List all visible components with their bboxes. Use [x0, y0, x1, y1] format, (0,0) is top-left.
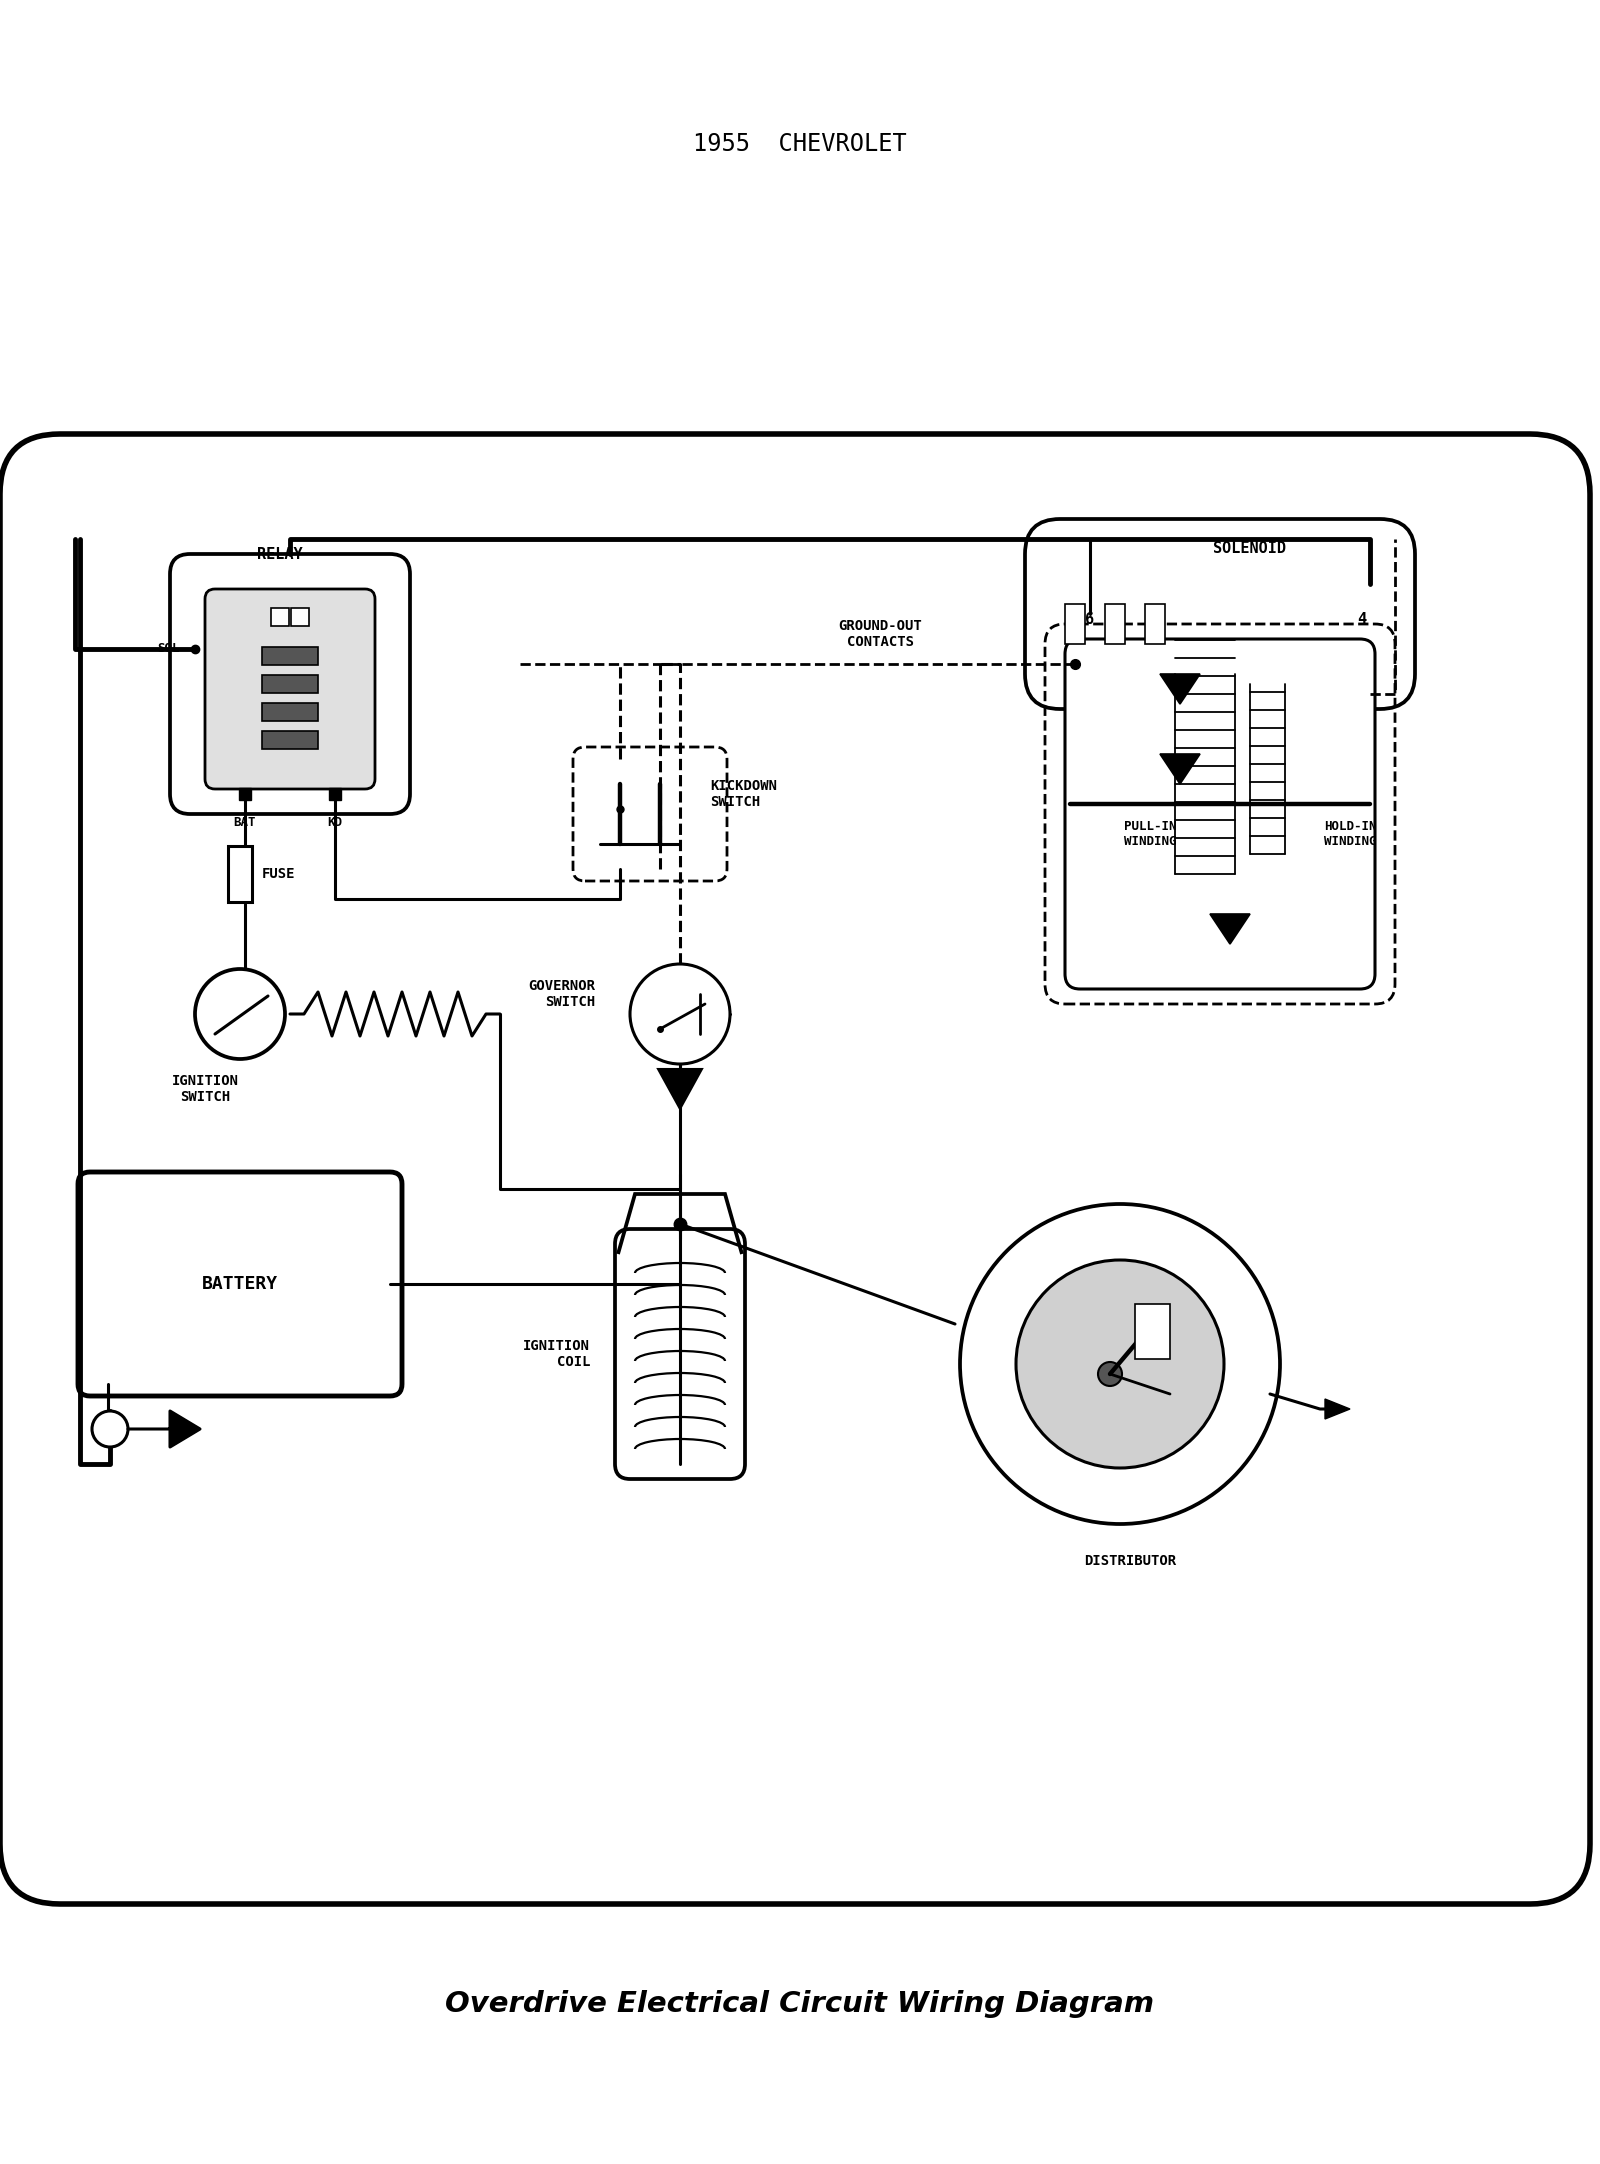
Text: 6: 6: [1085, 612, 1094, 628]
Text: DISTRIBUTOR: DISTRIBUTOR: [1083, 1554, 1176, 1569]
Polygon shape: [1325, 1398, 1350, 1420]
Circle shape: [630, 963, 730, 1065]
Text: IGNITION
COIL: IGNITION COIL: [523, 1340, 590, 1370]
Bar: [291, 608, 309, 625]
Circle shape: [1016, 1259, 1224, 1467]
Bar: [262, 731, 318, 749]
Text: GROUND-OUT
CONTACTS: GROUND-OUT CONTACTS: [838, 619, 922, 649]
Text: Overdrive Electrical Circuit Wiring Diagram: Overdrive Electrical Circuit Wiring Diag…: [445, 1991, 1155, 2019]
Polygon shape: [170, 1411, 200, 1448]
Text: SOL: SOL: [157, 643, 179, 656]
Bar: [1106, 604, 1125, 645]
FancyBboxPatch shape: [170, 554, 410, 814]
Bar: [270, 608, 290, 625]
FancyBboxPatch shape: [1066, 638, 1374, 989]
Bar: [1134, 1305, 1170, 1359]
Text: BATTERY: BATTERY: [202, 1275, 278, 1294]
FancyBboxPatch shape: [614, 1229, 746, 1478]
Text: KD: KD: [328, 816, 342, 829]
Text: IGNITION
SWITCH: IGNITION SWITCH: [171, 1073, 238, 1104]
FancyBboxPatch shape: [1026, 519, 1414, 710]
Text: BAT: BAT: [234, 816, 256, 829]
Text: 1955  CHEVROLET: 1955 CHEVROLET: [693, 132, 907, 156]
Bar: [262, 647, 318, 664]
Polygon shape: [658, 1069, 702, 1108]
Bar: [262, 675, 318, 692]
Text: KICKDOWN
SWITCH: KICKDOWN SWITCH: [710, 779, 778, 809]
Bar: [1066, 604, 1085, 645]
Text: RELAY: RELAY: [258, 547, 302, 563]
FancyBboxPatch shape: [78, 1173, 402, 1396]
Circle shape: [93, 1411, 128, 1448]
Bar: [227, 846, 251, 902]
Text: GOVERNOR
SWITCH: GOVERNOR SWITCH: [528, 978, 595, 1008]
Text: HOLD-IN
WINDING: HOLD-IN WINDING: [1323, 820, 1376, 848]
Bar: [1146, 604, 1165, 645]
Text: SOLENOID: SOLENOID: [1213, 541, 1286, 556]
Circle shape: [1098, 1361, 1122, 1385]
FancyBboxPatch shape: [205, 589, 374, 790]
Polygon shape: [1210, 913, 1250, 944]
Text: 4: 4: [1357, 612, 1366, 628]
Polygon shape: [1160, 673, 1200, 703]
Polygon shape: [1160, 753, 1200, 783]
FancyBboxPatch shape: [0, 435, 1590, 1904]
Circle shape: [960, 1203, 1280, 1523]
Text: FUSE: FUSE: [262, 868, 296, 881]
Circle shape: [195, 969, 285, 1058]
Text: PULL-IN
WINDING: PULL-IN WINDING: [1123, 820, 1176, 848]
Bar: [262, 703, 318, 721]
